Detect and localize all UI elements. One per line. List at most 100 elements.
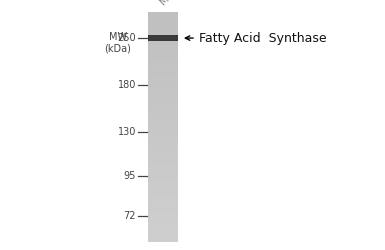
Bar (148, 237, 178, 238)
Bar (148, 142, 178, 143)
Bar (148, 52, 178, 54)
Bar (148, 206, 178, 208)
Bar (148, 33, 178, 35)
Bar (148, 197, 178, 198)
Bar (148, 16, 178, 18)
Bar (148, 123, 178, 125)
Bar (148, 130, 178, 132)
Bar (148, 158, 178, 159)
Bar (148, 170, 178, 172)
Bar (148, 145, 178, 146)
Bar (148, 104, 178, 105)
Text: 250: 250 (117, 33, 136, 43)
Bar (148, 126, 178, 128)
Bar (148, 50, 178, 51)
Bar (148, 160, 178, 162)
Bar (148, 209, 178, 211)
Bar (148, 124, 178, 126)
Bar (148, 85, 178, 87)
Bar (148, 82, 178, 83)
Bar (148, 232, 178, 234)
Bar (148, 24, 178, 26)
Bar (148, 55, 178, 57)
Bar (148, 60, 178, 62)
Bar (148, 199, 178, 200)
Bar (148, 132, 178, 134)
Bar (148, 56, 178, 58)
Bar (148, 240, 178, 242)
Text: Fatty Acid  Synthase: Fatty Acid Synthase (199, 32, 326, 44)
Bar (148, 162, 178, 164)
Text: MW
(kDa): MW (kDa) (105, 32, 131, 54)
Bar (148, 208, 178, 210)
Bar (148, 23, 178, 25)
Bar (148, 215, 178, 217)
Bar (148, 212, 178, 213)
Bar (148, 129, 178, 130)
Bar (148, 164, 178, 166)
Bar (148, 142, 178, 144)
Bar (148, 96, 178, 98)
Bar (148, 76, 178, 78)
Bar (148, 154, 178, 156)
Bar (148, 90, 178, 91)
Bar (148, 226, 178, 227)
Bar (148, 169, 178, 171)
Bar (148, 167, 178, 168)
Bar (148, 62, 178, 64)
Bar (148, 44, 178, 45)
Bar (148, 32, 178, 34)
Bar (148, 213, 178, 214)
Bar (148, 98, 178, 100)
Bar (148, 63, 178, 65)
Bar (148, 185, 178, 187)
Bar (148, 37, 178, 38)
Bar (148, 134, 178, 136)
Bar (148, 177, 178, 179)
Bar (148, 113, 178, 114)
Bar (148, 139, 178, 141)
Bar (148, 128, 178, 129)
Bar (148, 101, 178, 103)
Bar (148, 38, 178, 40)
Bar (148, 99, 178, 100)
Bar (148, 70, 178, 72)
Bar (148, 74, 178, 75)
Bar (148, 86, 178, 88)
Bar (148, 151, 178, 152)
Bar (148, 236, 178, 238)
Bar (148, 116, 178, 118)
Bar (148, 47, 178, 49)
Text: Mouse liver: Mouse liver (158, 0, 205, 7)
Bar (148, 134, 178, 135)
Bar (148, 107, 178, 108)
Bar (148, 155, 178, 157)
Bar (148, 122, 178, 124)
Bar (148, 100, 178, 102)
Bar (148, 93, 178, 95)
Text: 180: 180 (118, 80, 136, 90)
Bar (148, 125, 178, 127)
Bar (148, 188, 178, 189)
Bar (148, 64, 178, 66)
Bar (148, 137, 178, 138)
Bar (148, 110, 178, 112)
Bar (148, 152, 178, 154)
Bar (148, 35, 178, 41)
Bar (148, 50, 178, 52)
Bar (148, 121, 178, 122)
Bar (148, 207, 178, 209)
Bar (148, 69, 178, 71)
Text: 95: 95 (124, 171, 136, 181)
Bar (148, 229, 178, 230)
Bar (148, 184, 178, 186)
Bar (148, 29, 178, 30)
Bar (148, 78, 178, 80)
Bar (148, 178, 178, 180)
Bar (148, 54, 178, 56)
Bar (148, 112, 178, 113)
Bar (148, 58, 178, 59)
Bar (148, 218, 178, 220)
Bar (148, 12, 178, 13)
Bar (148, 183, 178, 184)
